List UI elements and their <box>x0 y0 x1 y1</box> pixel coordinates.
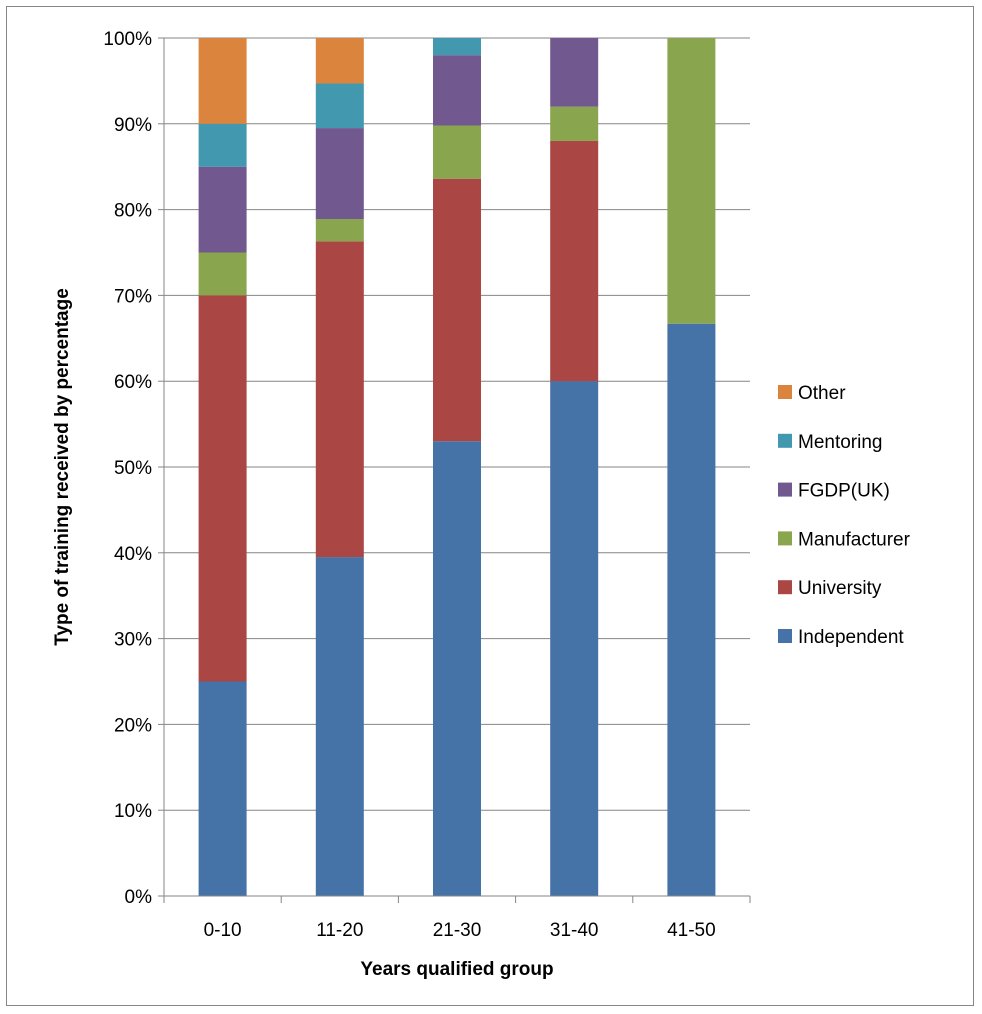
bar-manufacturer-31-40 <box>550 106 599 141</box>
bar-manufacturer-0-10 <box>198 252 247 296</box>
bar-fgdp-uk--0-10 <box>198 166 247 253</box>
chart-frame <box>6 6 974 1006</box>
y-tick-label: 40% <box>114 544 152 565</box>
y-tick-label: 10% <box>114 801 152 822</box>
bar-university-21-30 <box>433 178 481 442</box>
bar-other-0-10 <box>198 38 247 124</box>
legend-swatch-mentoring <box>778 433 792 448</box>
bar-independent-41-50 <box>667 323 716 896</box>
legend-label-mentoring: Mentoring <box>798 432 883 453</box>
y-tick-label: 0% <box>125 887 153 908</box>
y-tick-label: 100% <box>103 29 152 50</box>
x-tick-label: 31-40 <box>550 920 599 941</box>
bar-fgdp-uk--21-30 <box>433 55 481 126</box>
legend-swatch-independent <box>778 629 792 643</box>
bar-manufacturer-41-50 <box>667 38 716 324</box>
bar-other-11-20 <box>315 38 364 84</box>
x-axis-title: Years qualified group <box>360 959 553 980</box>
legend-label-fgdp-uk-: FGDP(UK) <box>798 481 890 502</box>
bar-independent-11-20 <box>315 557 364 896</box>
bar-mentoring-21-30 <box>433 38 481 56</box>
y-tick-label: 50% <box>114 458 152 479</box>
bar-mentoring-11-20 <box>315 83 364 129</box>
bar-independent-21-30 <box>433 441 481 896</box>
legend-swatch-other <box>778 385 792 399</box>
y-axis-title: Type of training received by percentage <box>52 288 73 646</box>
bar-independent-31-40 <box>550 381 599 896</box>
x-tick-labels: 0-10 11-20 21-30 31-40 41-50 <box>204 920 716 941</box>
legend-swatch-university <box>778 580 792 595</box>
bar-group <box>198 38 716 896</box>
y-tick-label: 30% <box>114 630 152 651</box>
y-tick-label: 20% <box>114 715 152 736</box>
legend: Other Mentoring FGDP(UK) Manufacturer Univer… <box>778 383 911 648</box>
bar-university-31-40 <box>550 140 599 382</box>
legend-swatch-fgdp-uk- <box>778 482 792 497</box>
y-tick-label: 90% <box>114 115 152 136</box>
bar-fgdp-uk--31-40 <box>550 38 599 107</box>
bar-university-0-10 <box>198 295 247 682</box>
y-tick-label: 60% <box>114 372 152 393</box>
x-tick-label: 21-30 <box>433 920 482 941</box>
x-tick-label: 0-10 <box>204 920 242 941</box>
axes <box>163 38 751 903</box>
x-tick-label: 11-20 <box>316 920 363 941</box>
legend-label-other: Other <box>798 383 846 404</box>
bar-independent-0-10 <box>198 681 247 896</box>
legend-label-manufacturer: Manufacturer <box>798 529 911 550</box>
legend-swatch-manufacturer <box>778 531 792 546</box>
x-tick-label: 41-50 <box>667 920 716 941</box>
legend-label-university: University <box>798 578 882 599</box>
y-tick-label: 80% <box>114 201 152 222</box>
bar-manufacturer-21-30 <box>433 125 481 179</box>
bar-fgdp-uk--11-20 <box>315 128 364 220</box>
bar-manufacturer-11-20 <box>315 219 364 242</box>
bar-mentoring-0-10 <box>198 123 247 167</box>
bar-university-11-20 <box>315 241 364 558</box>
y-tick-labels: 0% 10% 20% 30% 40% 50% 60% 70% 80% 90% 100% <box>103 29 152 908</box>
y-tick-label: 70% <box>114 286 152 307</box>
legend-label-independent: Independent <box>798 627 904 648</box>
